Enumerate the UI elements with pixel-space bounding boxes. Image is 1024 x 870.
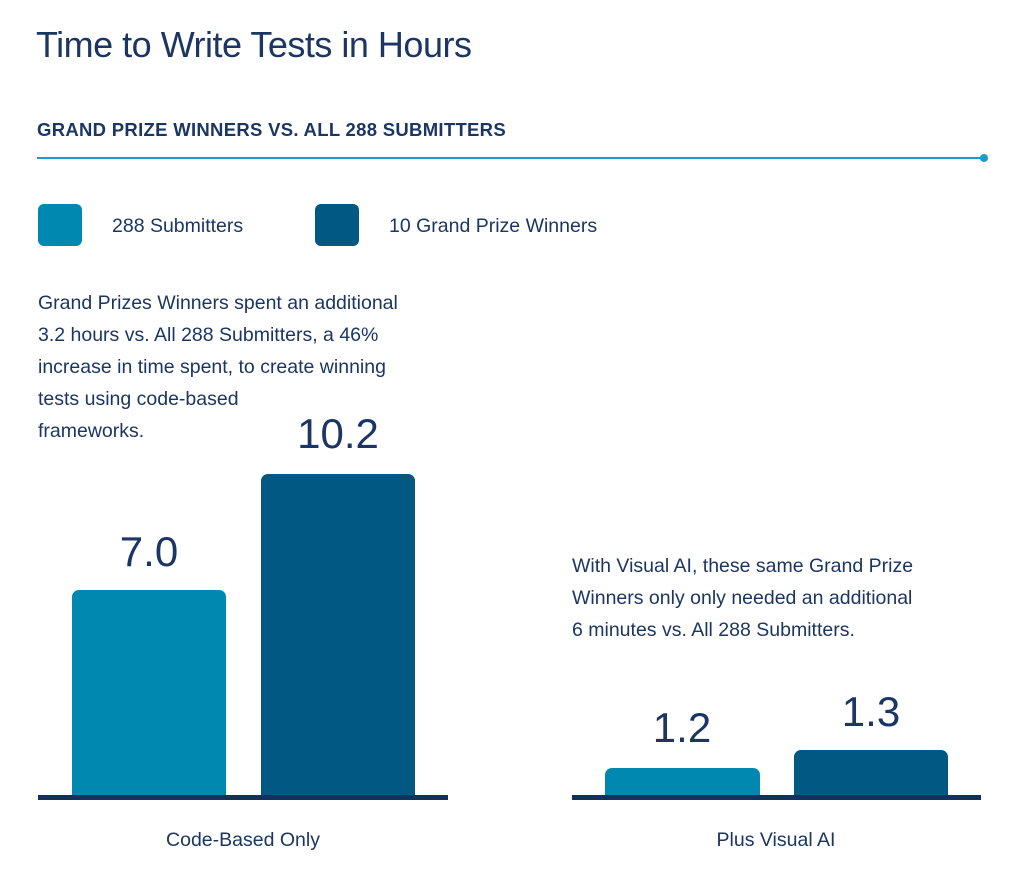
category-label-code-based: Code-Based Only [166,829,320,851]
legend-label-winners: 10 Grand Prize Winners [389,215,598,237]
annotation-line: 3.2 hours vs. All 288 Submitters, a 46% [38,324,379,346]
data-label-visual-ai-winners: 1.3 [841,688,901,735]
annotation-line: frameworks. [38,420,145,442]
divider-dot [980,154,988,162]
chart-title: Time to Write Tests in Hours [36,24,472,65]
annotation-line: With Visual AI, these same Grand Prize [572,555,914,577]
bar-code-based-winners [261,474,415,798]
data-label-code-based-submitters: 7.0 [119,528,179,575]
category-label-visual-ai: Plus Visual AI [716,829,836,851]
annotation-line: tests using code-based [38,388,239,410]
data-label-code-based-winners: 10.2 [297,410,379,457]
annotation-line: increase in time spent, to create winnin… [38,356,386,378]
x-axis-baseline-visual-ai [572,795,981,800]
annotation-code-based: Grand Prizes Winners spent an additional… [38,287,398,447]
annotation-visual-ai: With Visual AI, these same Grand Prize W… [572,550,913,646]
bar-visual-ai-winners [794,750,948,798]
divider-line [37,157,983,159]
legend-swatch-winners [315,204,359,246]
legend-swatch-submitters [38,204,82,246]
chart-subtitle: GRAND PRIZE WINNERS VS. ALL 288 SUBMITTE… [37,119,506,140]
x-axis-baseline-code-based [38,795,448,800]
bar-visual-ai-submitters [605,768,760,798]
data-label-visual-ai-submitters: 1.2 [652,704,712,751]
annotation-line: 6 minutes vs. All 288 Submitters. [572,619,855,641]
bar-code-based-submitters [72,590,226,798]
annotation-line: Grand Prizes Winners spent an additional [38,292,398,314]
annotation-line: Winners only only needed an additional [572,587,913,609]
legend-label-submitters: 288 Submitters [112,215,244,237]
